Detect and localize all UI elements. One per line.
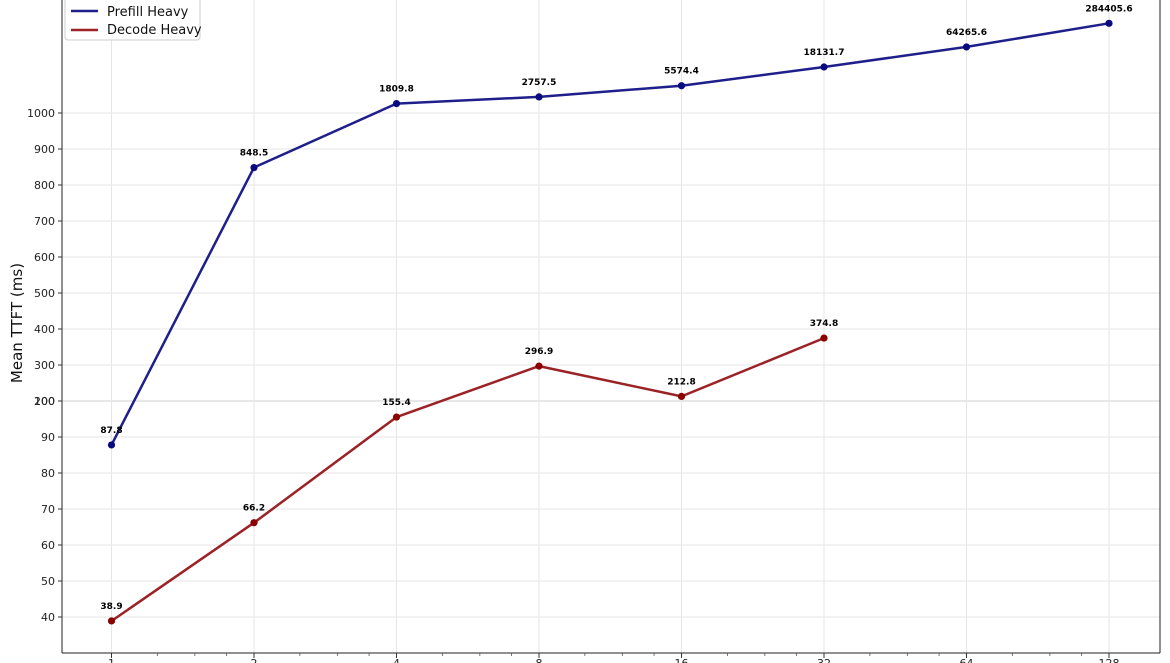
data-labels: 87.8 848.5 1809.8 2757.5 5574.4 18131.7 64265.… [100, 4, 1132, 612]
data-label: 18131.7 [804, 48, 845, 58]
data-label: 155.4 [382, 398, 410, 408]
y-tick-label: 900 [34, 143, 55, 156]
axes [61, 0, 1161, 654]
y-tick-label: 400 [34, 323, 55, 336]
data-label: 212.8 [667, 377, 695, 387]
y-tick-label: 40 [41, 611, 55, 624]
x-tick-label: 4 [393, 657, 400, 663]
x-tick-label: 64 [960, 657, 974, 663]
data-point [392, 99, 401, 108]
data-point [677, 392, 686, 400]
y-tick-label: 1000 [27, 107, 55, 120]
data-point [1105, 19, 1113, 27]
series-layer [107, 19, 1113, 625]
data-label: 87.8 [100, 426, 122, 436]
data-label: 296.9 [525, 347, 553, 357]
data-label: 1809.8 [379, 85, 414, 95]
x-tick-label: 8 [536, 657, 543, 663]
data-label: 2757.5 [522, 78, 557, 88]
x-axis-ticks: 1 2 4 8 16 32 64 128 [108, 653, 1120, 663]
y-tick-label: 300 [34, 359, 55, 372]
data-point [535, 93, 543, 101]
data-point [392, 413, 401, 421]
y-tick-label: 100 [34, 395, 55, 408]
y-tick-label: 90 [41, 431, 55, 444]
x-tick-label: 32 [817, 657, 831, 663]
data-label: 66.2 [243, 504, 265, 514]
data-point [677, 82, 686, 90]
data-label: 848.5 [240, 149, 268, 159]
legend: Prefill Heavy Decode Heavy [64, 0, 202, 41]
data-point [962, 43, 971, 51]
data-label: 38.9 [100, 602, 122, 612]
data-label: 5574.4 [664, 67, 699, 77]
y-tick-label: 200 [34, 395, 55, 408]
data-point [107, 617, 116, 625]
x-tick-label: 16 [675, 657, 689, 663]
y-tick-label: 800 [34, 179, 55, 192]
x-tick-label: 1 [108, 657, 115, 663]
legend-label-prefill: Prefill Heavy [107, 5, 189, 20]
data-label: 64265.6 [946, 28, 987, 38]
data-label: 374.8 [810, 319, 838, 329]
series-line-prefill-heavy [110, 22, 1110, 446]
data-label: 284405.6 [1085, 4, 1132, 14]
data-point [820, 63, 828, 71]
y-tick-label: 80 [41, 467, 55, 480]
y-axis-label: Mean TTFT (ms) [8, 263, 26, 383]
grid [62, 0, 1160, 653]
y-tick-label: 70 [41, 503, 55, 516]
data-point [250, 519, 258, 527]
y-tick-label: 600 [34, 251, 55, 264]
y-tick-label: 60 [41, 539, 55, 552]
y-tick-label: 500 [34, 287, 55, 300]
legend-label-decode: Decode Heavy [107, 23, 202, 38]
data-point [250, 163, 258, 172]
y-tick-label: 50 [41, 575, 55, 588]
legend-box [64, 0, 201, 41]
data-point [535, 362, 543, 370]
y-tick-label: 700 [34, 215, 55, 228]
data-point [820, 334, 828, 342]
data-point [107, 441, 116, 449]
x-tick-label: 2 [251, 657, 258, 663]
series-line-decode-heavy [110, 336, 825, 623]
x-tick-label: 128 [1099, 657, 1120, 663]
